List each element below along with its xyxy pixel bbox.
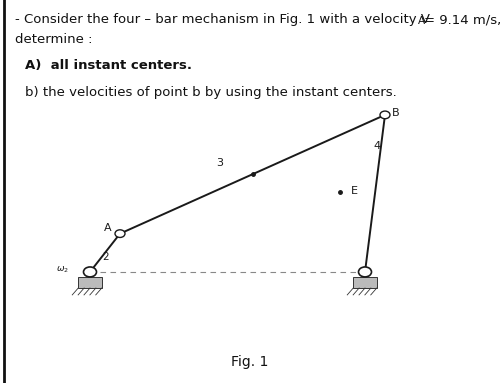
Ellipse shape	[358, 267, 372, 277]
Bar	[353, 277, 377, 288]
Text: Fig. 1: Fig. 1	[232, 355, 268, 369]
Text: A)  all instant centers.: A) all instant centers.	[25, 59, 192, 72]
Text: A: A	[104, 223, 112, 233]
Text: determine :: determine :	[15, 33, 92, 46]
Text: = 9.14 m/s,: = 9.14 m/s,	[424, 13, 500, 26]
Text: A: A	[418, 16, 425, 26]
Text: 2: 2	[102, 252, 110, 262]
Text: E: E	[350, 187, 358, 196]
Ellipse shape	[380, 111, 390, 119]
Text: 3: 3	[216, 158, 224, 168]
Bar	[78, 277, 102, 288]
Text: 4: 4	[374, 141, 381, 151]
Text: - Consider the four – bar mechanism in Fig. 1 with a velocity V: - Consider the four – bar mechanism in F…	[15, 13, 430, 26]
Text: b) the velocities of point b by using the instant centers.: b) the velocities of point b by using th…	[25, 86, 397, 99]
Ellipse shape	[115, 230, 125, 237]
Text: $\omega_2$: $\omega_2$	[56, 265, 69, 275]
Ellipse shape	[84, 267, 96, 277]
Text: B: B	[392, 108, 400, 118]
